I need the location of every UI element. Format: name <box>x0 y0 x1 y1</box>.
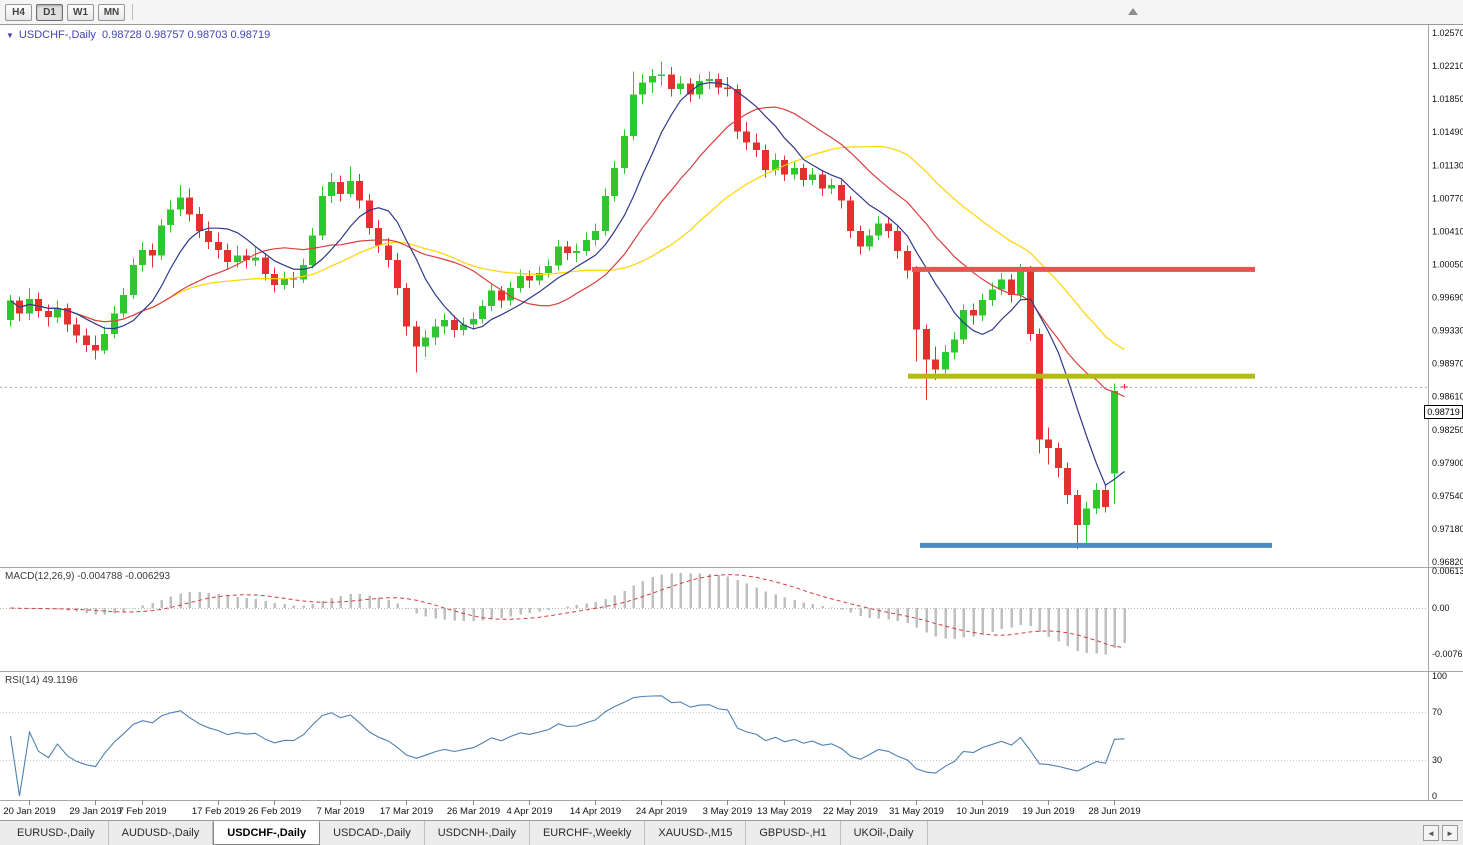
current-price-tag: 0.98719 <box>1424 405 1463 419</box>
price-chart-svg: 1.02570 1.02210 1.01850 1.01490 1.01130 1.007… <box>0 25 1463 817</box>
svg-text:1.00410: 1.00410 <box>1432 226 1463 236</box>
svg-text:70: 70 <box>1432 707 1442 717</box>
ma-medium-line[interactable] <box>10 106 1125 398</box>
timeframe-d1-button[interactable]: D1 <box>36 3 63 21</box>
svg-text:0.99330: 0.99330 <box>1432 326 1463 336</box>
chart-title-text: USDCHF-,Daily 0.98728 0.98757 0.98703 0.… <box>18 29 271 41</box>
svg-text:1.01490: 1.01490 <box>1432 127 1463 137</box>
svg-text:7 Mar 2019: 7 Mar 2019 <box>316 806 364 817</box>
svg-text:13 May 2019: 13 May 2019 <box>757 806 812 817</box>
chart-title: ▼ USDCHF-,Daily 0.98728 0.98757 0.98703 0… <box>6 29 270 41</box>
rsi-axis-labels: 100 70 30 0 <box>1432 671 1447 801</box>
chart-tab-eurchf[interactable]: EURCHF-,Weekly <box>530 821 646 845</box>
timeframe-mn-button[interactable]: MN <box>98 3 125 21</box>
svg-text:30: 30 <box>1432 755 1442 765</box>
chart-tab-usdchf[interactable]: USDCHF-,Daily <box>213 821 321 845</box>
svg-text:22 May 2019: 22 May 2019 <box>823 806 878 817</box>
chart-shift-marker[interactable] <box>1128 8 1138 15</box>
svg-text:-0.007612: -0.007612 <box>1432 649 1463 659</box>
svg-text:1.01850: 1.01850 <box>1432 94 1463 104</box>
svg-text:28 Jun 2019: 28 Jun 2019 <box>1088 806 1140 817</box>
chart-tab-usdcnh[interactable]: USDCNH-,Daily <box>425 821 530 845</box>
svg-text:0.00613: 0.00613 <box>1432 566 1463 576</box>
svg-text:0.00: 0.00 <box>1432 603 1450 613</box>
svg-text:7 Feb 2019: 7 Feb 2019 <box>118 806 166 817</box>
timeframe-w1-button[interactable]: W1 <box>67 3 94 21</box>
chart-tab-usdcad[interactable]: USDCAD-,Daily <box>320 821 425 845</box>
toolbar-separator <box>132 4 133 20</box>
svg-text:1.02210: 1.02210 <box>1432 61 1463 71</box>
resistance-level-line[interactable] <box>912 266 1255 272</box>
rsi-label: RSI(14) 49.1196 <box>5 675 78 686</box>
svg-text:31 May 2019: 31 May 2019 <box>889 806 944 817</box>
svg-text:26 Feb 2019: 26 Feb 2019 <box>248 806 301 817</box>
svg-text:17 Mar 2019: 17 Mar 2019 <box>380 806 433 817</box>
svg-text:100: 100 <box>1432 671 1447 681</box>
chart-tab-eurusd[interactable]: EURUSD-,Daily <box>4 821 109 845</box>
svg-text:0.96820: 0.96820 <box>1432 557 1463 567</box>
svg-text:0.97900: 0.97900 <box>1432 458 1463 468</box>
svg-text:1.02570: 1.02570 <box>1432 28 1463 38</box>
svg-text:19 Jun 2019: 19 Jun 2019 <box>1022 806 1074 817</box>
macd-label: MACD(12,26,9) -0.004788 -0.006293 <box>5 571 171 582</box>
svg-text:17 Feb 2019: 17 Feb 2019 <box>192 806 245 817</box>
timeframe-toolbar: H4 D1 W1 MN <box>0 0 1463 25</box>
timeframe-h4-button[interactable]: H4 <box>5 3 32 21</box>
tabs-scroll-left-button[interactable]: ◄ <box>1423 825 1439 841</box>
svg-text:0.97180: 0.97180 <box>1432 524 1463 534</box>
svg-text:29 Jan 2019: 29 Jan 2019 <box>69 806 121 817</box>
svg-text:20 Jan 2019: 20 Jan 2019 <box>3 806 55 817</box>
chart-tab-gbpusd[interactable]: GBPUSD-,H1 <box>746 821 841 845</box>
price-axis-labels: 1.02570 1.02210 1.01850 1.01490 1.01130 1.007… <box>1432 28 1463 567</box>
svg-text:10 Jun 2019: 10 Jun 2019 <box>956 806 1008 817</box>
macd-signal-line <box>10 574 1125 648</box>
svg-text:1.00050: 1.00050 <box>1432 259 1463 269</box>
chart-tab-xauusd[interactable]: XAUUSD-,M15 <box>645 821 747 845</box>
macd-histogram <box>18 573 1126 655</box>
ma-fast-line[interactable] <box>10 81 1125 487</box>
rsi-line <box>9 695 1125 797</box>
chart-area: 1.02570 1.02210 1.01850 1.01490 1.01130 1.007… <box>0 25 1463 820</box>
panel-separators <box>0 567 1463 801</box>
svg-text:0: 0 <box>1432 791 1437 801</box>
chart-tab-audusd[interactable]: AUDUSD-,Daily <box>109 821 214 845</box>
collapse-arrow-icon[interactable]: ▼ <box>6 31 14 40</box>
macd-axis-labels: 0.00613 0.00 -0.007612 <box>1432 566 1463 659</box>
svg-text:4 Apr 2019: 4 Apr 2019 <box>507 806 553 817</box>
tabs-scroll-right-button[interactable]: ► <box>1442 825 1458 841</box>
chart-tabs-bar: EURUSD-,Daily AUDUSD-,Daily USDCHF-,Dail… <box>0 820 1463 845</box>
svg-text:0.98250: 0.98250 <box>1432 425 1463 435</box>
chart-tab-ukoil[interactable]: UKOil-,Daily <box>841 821 928 845</box>
svg-text:3 May 2019: 3 May 2019 <box>703 806 753 817</box>
svg-text:0.99690: 0.99690 <box>1432 293 1463 303</box>
svg-text:24 Apr 2019: 24 Apr 2019 <box>636 806 687 817</box>
svg-text:1.00770: 1.00770 <box>1432 193 1463 203</box>
svg-text:26 Mar 2019: 26 Mar 2019 <box>447 806 500 817</box>
candles <box>7 61 1128 550</box>
svg-text:0.97540: 0.97540 <box>1432 491 1463 501</box>
svg-text:1.01130: 1.01130 <box>1432 160 1463 170</box>
svg-text:0.98610: 0.98610 <box>1432 392 1463 402</box>
support-level-line[interactable] <box>920 542 1272 548</box>
breakout-level-line[interactable] <box>908 373 1255 379</box>
svg-text:0.98970: 0.98970 <box>1432 359 1463 369</box>
svg-text:14 Apr 2019: 14 Apr 2019 <box>570 806 621 817</box>
